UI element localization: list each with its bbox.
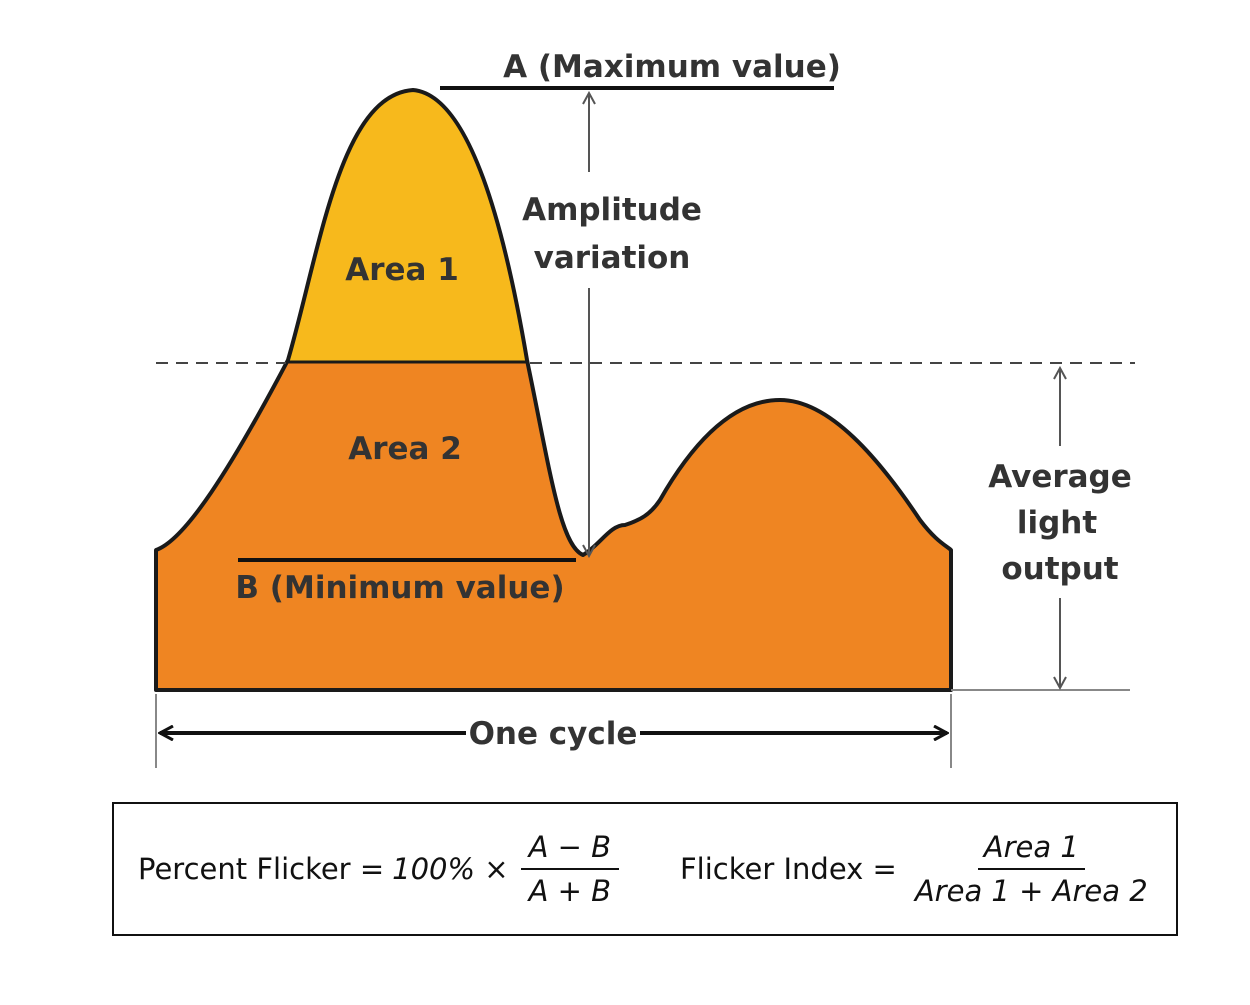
flicker-index-formula: Flicker Index = Area 1 Area 1 + Area 2 (680, 804, 1154, 934)
percent-flicker-numerator: A − B (520, 830, 620, 870)
percent-flicker-label: Percent Flicker = (138, 852, 385, 886)
average-label-line1: Average (988, 459, 1132, 495)
amplitude-label-line2: variation (534, 240, 691, 276)
flicker-index-denominator: Area 1 + Area 2 (914, 874, 1148, 908)
flicker-index-numerator: Area 1 (977, 830, 1085, 870)
percent-flicker-denominator: A + B (528, 874, 612, 908)
area-1-label: Area 1 (345, 252, 459, 288)
area-2-label: Area 2 (348, 431, 462, 467)
formula-box: Percent Flicker = 100% × A − B A + B Fli… (112, 802, 1178, 936)
percent-flicker-formula: Percent Flicker = 100% × A − B A + B (138, 804, 620, 934)
amplitude-label-line1: Amplitude (522, 192, 702, 228)
percent-flicker-factor: 100% × (392, 852, 509, 886)
maximum-value-label: A (Maximum value) (503, 49, 841, 85)
average-label-line3: output (1001, 551, 1118, 587)
minimum-value-label: B (Minimum value) (235, 570, 564, 606)
waveform-outline (154, 88, 953, 692)
flicker-index-label: Flicker Index = (680, 852, 897, 886)
one-cycle-label: One cycle (469, 716, 638, 752)
percent-flicker-fraction: A − B A + B (520, 830, 620, 908)
average-label-line2: light (1017, 505, 1098, 541)
flicker-index-fraction: Area 1 Area 1 + Area 2 (909, 830, 1154, 908)
